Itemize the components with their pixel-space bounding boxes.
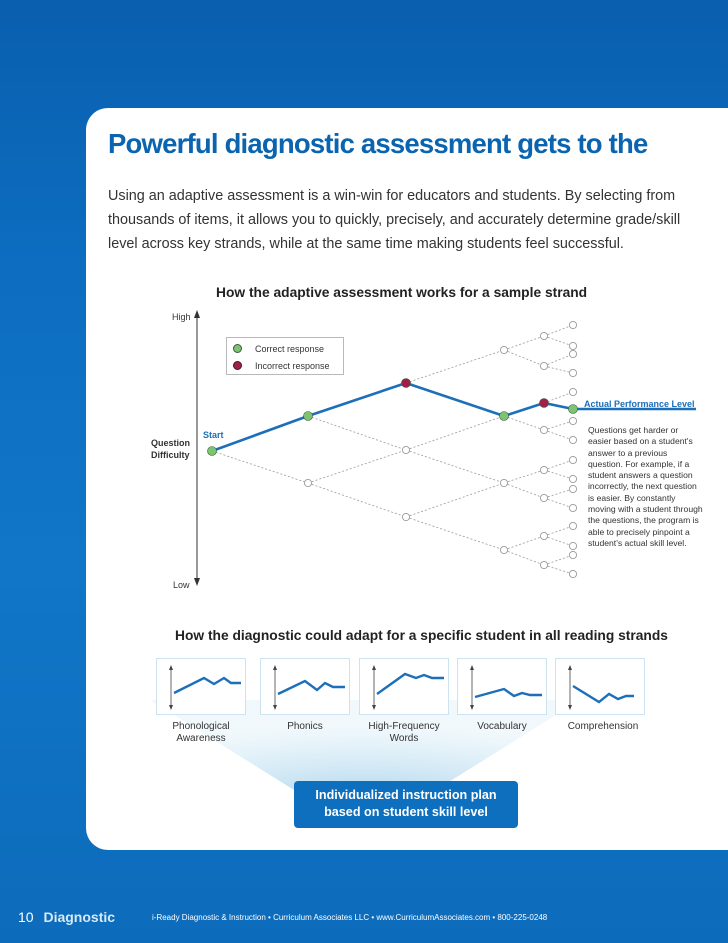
strand-label-line-2: Words [389, 732, 419, 744]
adaptive-note: Questions get harder or easier based on … [588, 425, 703, 548]
axis-arrow-down [194, 578, 200, 586]
axis-title-line-1: Question [151, 438, 191, 448]
axis-low-label: Low [173, 580, 190, 590]
correct-node [499, 411, 509, 421]
page-headline: Powerful diagnostic assessment gets to t… [108, 128, 648, 159]
strand-card-vocabulary [457, 658, 547, 715]
reading-strand-cards: Phonological Awareness Phonics High-Freq… [156, 658, 660, 798]
strand-label-line-2: Awareness [176, 732, 226, 744]
actual-performance-level-label: Actual Performance Level [584, 399, 695, 409]
strand-trend-line [277, 679, 345, 696]
footer-page-marker: 10 Diagnostic [18, 909, 115, 925]
strand-label-line-1: Phonics [287, 721, 323, 732]
strand-trend-line [376, 672, 444, 695]
strand-label-high-frequency-words: High-Frequency Words [349, 721, 459, 744]
tree-branches [211, 324, 574, 575]
page-number: 10 [18, 909, 34, 925]
section-name: Diagnostic [43, 909, 116, 925]
legend-incorrect-swatch [233, 361, 242, 370]
strand-label-line-1: Phonological [172, 721, 230, 732]
strand-label-comprehension: Comprehension [548, 721, 658, 733]
strand-label-phonological-awareness: Phonological Awareness [146, 721, 256, 744]
correct-node [207, 446, 217, 456]
axis-high-label: High [172, 312, 191, 322]
plan-line-1: Individualized instruction plan [315, 788, 497, 802]
incorrect-node [401, 378, 411, 388]
plan-line-2: based on student skill level [324, 805, 488, 819]
strand-label-line-1: High-Frequency [368, 721, 440, 732]
axis-arrow-up [194, 310, 200, 318]
start-label: Start [203, 430, 224, 440]
legend-incorrect-label: Incorrect response [255, 361, 330, 371]
light-beam [150, 700, 580, 800]
instruction-plan-banner: Individualized instruction plan based on… [294, 781, 518, 828]
strand-label-line-1: Vocabulary [477, 721, 527, 732]
strand-trend-line [474, 687, 542, 699]
incorrect-node [539, 398, 549, 408]
correct-node [568, 404, 578, 414]
reading-section-title: How the diagnostic could adapt for a spe… [175, 628, 668, 643]
intro-paragraph: Using an adaptive assessment is a win-wi… [108, 188, 681, 252]
strand-section-title: How the adaptive assessment works for a … [216, 285, 588, 300]
strand-card-high-frequency-words [359, 658, 449, 715]
strand-label-phonics: Phonics [250, 721, 360, 733]
student-path-line [211, 381, 574, 453]
strand-trend-line [173, 676, 241, 695]
strand-card-phonics [260, 658, 350, 715]
strand-card-comprehension [555, 658, 645, 715]
strand-label-vocabulary: Vocabulary [447, 721, 557, 733]
legend: Correct response Incorrect response [226, 337, 344, 375]
strand-trend-line [572, 684, 634, 704]
legend-correct-swatch [233, 344, 242, 353]
axis-title-line-2: Difficulty [151, 450, 190, 460]
strand-label-line-1: Comprehension [567, 721, 639, 732]
unanswered-nodes [303, 320, 578, 579]
footer-info: i-Ready Diagnostic & Instruction • Curri… [152, 913, 548, 922]
strand-card-phonological-awareness [156, 658, 246, 715]
correct-node [303, 411, 313, 421]
legend-correct-label: Correct response [255, 344, 325, 354]
